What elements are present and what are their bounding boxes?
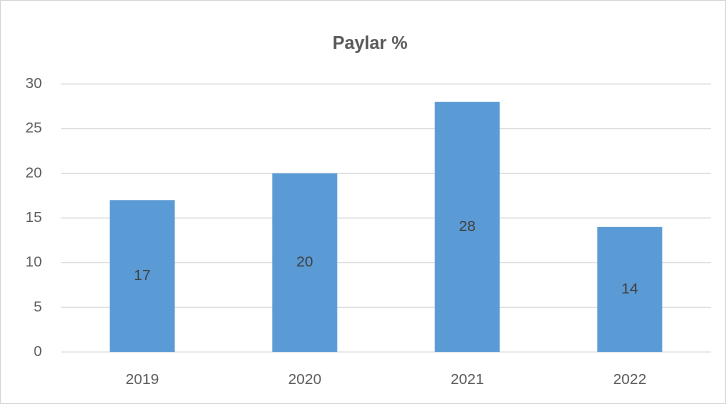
- y-tick-label: 25: [25, 120, 42, 137]
- data-label: 14: [621, 280, 638, 297]
- data-label: 17: [134, 267, 151, 284]
- bar: [272, 173, 338, 352]
- x-tick-label: 2020: [288, 371, 321, 388]
- bar: [434, 101, 500, 352]
- x-tick-label: 2022: [613, 371, 646, 388]
- chart-title: Paylar %: [332, 33, 407, 53]
- x-tick-label: 2019: [126, 371, 159, 388]
- y-tick-label: 0: [34, 343, 42, 360]
- data-label: 20: [296, 254, 313, 271]
- y-tick-label: 10: [25, 254, 42, 271]
- y-tick-label: 5: [34, 298, 42, 315]
- bar: [109, 200, 175, 352]
- y-tick-label: 20: [25, 164, 42, 181]
- y-tick-label: 15: [25, 209, 42, 226]
- bar: [597, 226, 663, 352]
- data-label: 28: [459, 218, 476, 235]
- y-tick-label: 30: [25, 75, 42, 92]
- x-tick-label: 2021: [451, 371, 484, 388]
